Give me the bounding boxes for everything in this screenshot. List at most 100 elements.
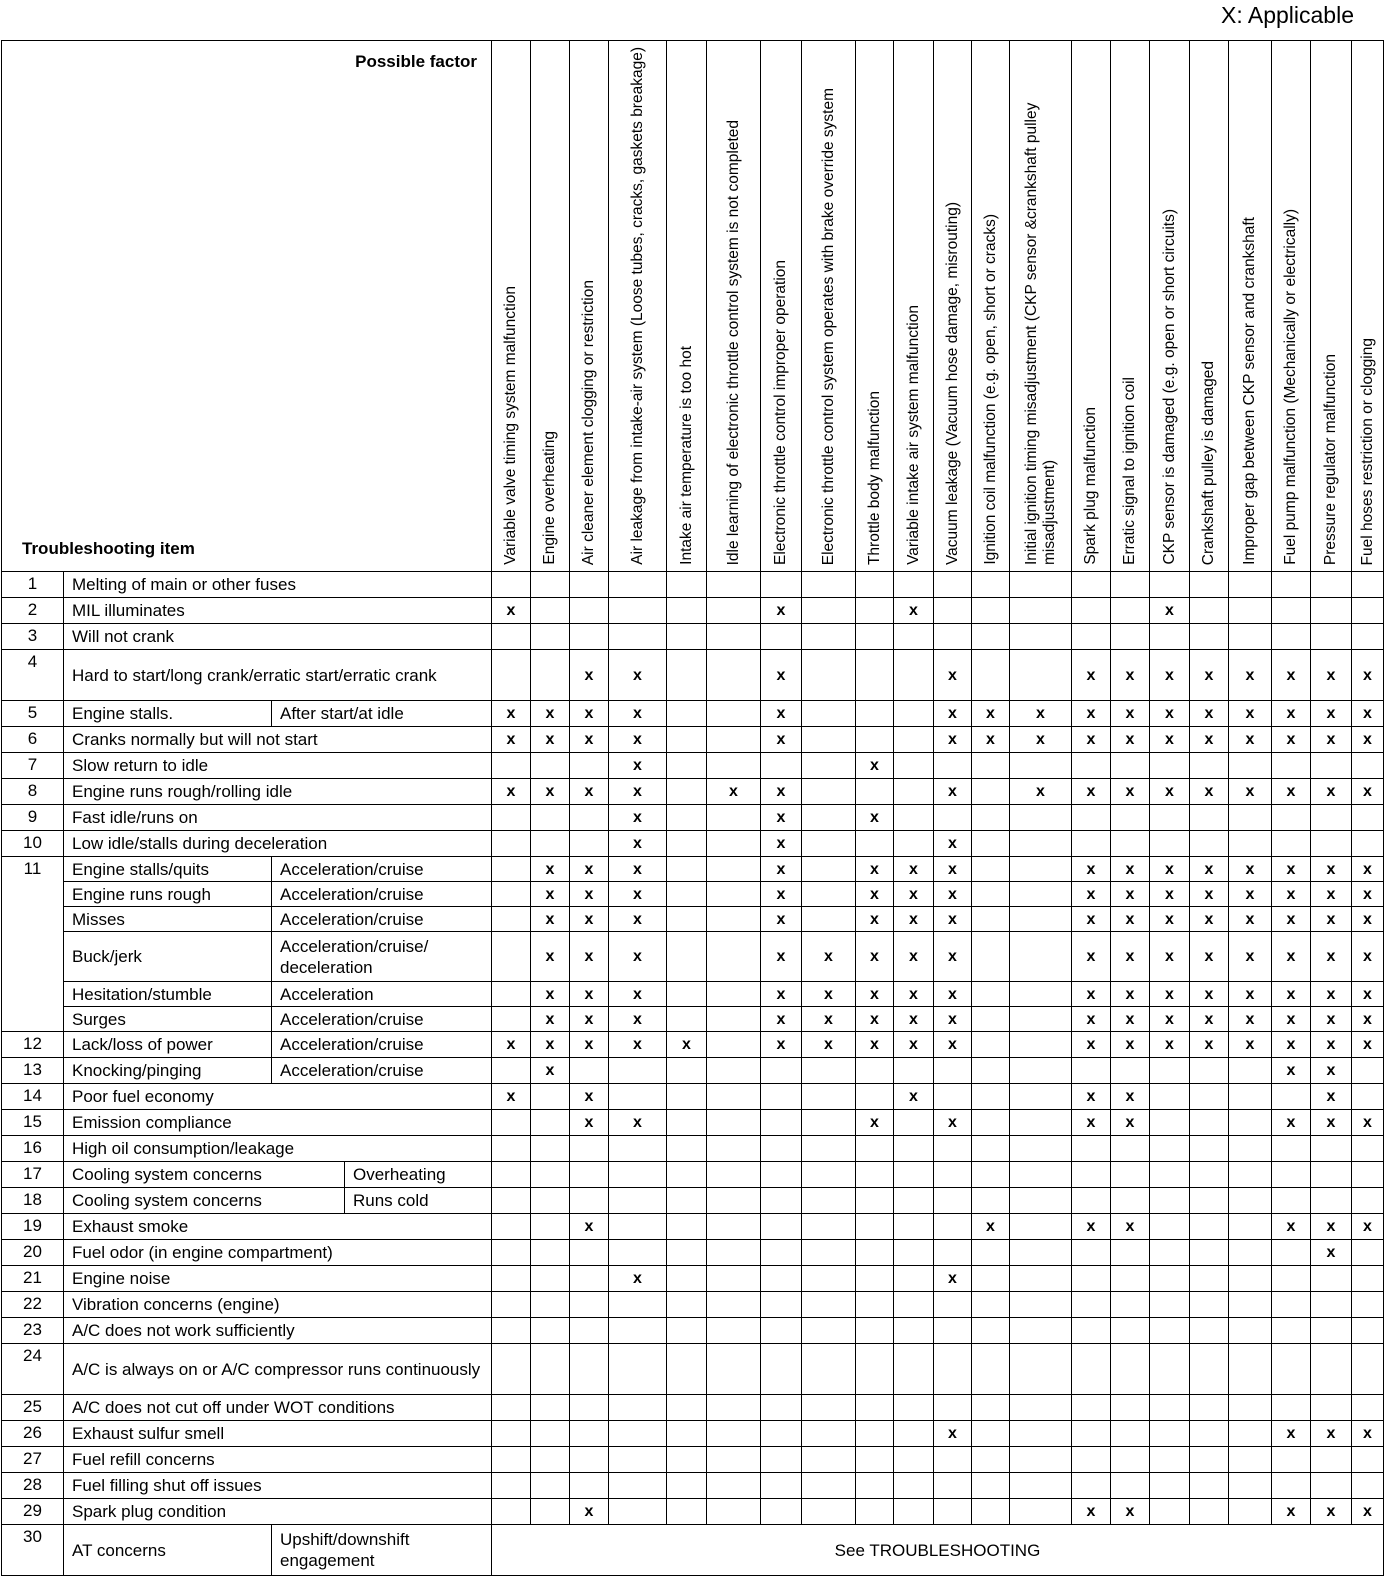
empty-cell — [971, 1109, 1010, 1136]
applicable-mark: x — [1189, 981, 1229, 1007]
empty-cell — [971, 752, 1010, 779]
empty-cell — [801, 726, 856, 753]
factor-label: Ignition coil malfunction (e.g. open, sh… — [981, 214, 999, 565]
empty-cell — [893, 1265, 934, 1292]
item-number: 13 — [1, 1057, 64, 1084]
empty-cell — [1149, 1161, 1190, 1188]
empty-cell — [1189, 1420, 1229, 1447]
empty-cell — [1110, 1420, 1150, 1447]
empty-cell — [608, 1446, 667, 1473]
applicable-mark: x — [933, 700, 972, 727]
applicable-mark: x — [530, 1031, 570, 1058]
item-number: 21 — [1, 1265, 64, 1292]
table-row: 9 Fast idle/runs on x x x — [1, 804, 1384, 831]
empty-cell — [971, 1239, 1010, 1266]
applicable-mark: x — [971, 1213, 1010, 1240]
table-row: 28 Fuel filling shut off issues — [1, 1472, 1384, 1499]
empty-cell — [1110, 1135, 1150, 1162]
applicable-mark: x — [1149, 700, 1190, 727]
factor-label: Fuel hoses restriction or clogging — [1358, 337, 1376, 565]
empty-cell — [855, 700, 894, 727]
empty-cell — [760, 623, 802, 650]
empty-cell — [1149, 1446, 1190, 1473]
empty-cell — [1149, 1187, 1190, 1214]
applicable-mark: x — [893, 1083, 934, 1110]
empty-cell — [1351, 1135, 1384, 1162]
empty-cell — [1351, 1291, 1384, 1318]
applicable-mark: x — [1310, 1083, 1352, 1110]
empty-cell — [893, 804, 934, 831]
empty-cell — [971, 597, 1010, 624]
empty-cell — [1228, 1239, 1272, 1266]
empty-cell — [1149, 1291, 1190, 1318]
applicable-mark: x — [933, 906, 972, 932]
empty-cell — [760, 1394, 802, 1421]
empty-cell — [971, 1161, 1010, 1188]
empty-cell — [1271, 1187, 1311, 1214]
table-row: 23 A/C does not work sufficiently — [1, 1317, 1384, 1344]
applicable-mark: x — [933, 778, 972, 805]
table-row: Buck/jerk Acceleration/cruise/ decelerati… — [2, 931, 1384, 982]
empty-cell — [933, 1317, 972, 1344]
empty-cell — [1271, 1161, 1311, 1188]
empty-cell — [491, 1135, 531, 1162]
applicable-mark: x — [1110, 906, 1150, 932]
empty-cell — [530, 1343, 570, 1395]
empty-cell — [801, 906, 856, 932]
applicable-mark: x — [569, 1498, 609, 1525]
empty-cell — [1009, 881, 1072, 907]
item-condition: Acceleration/cruise — [271, 1031, 492, 1058]
empty-cell — [971, 1291, 1010, 1318]
empty-cell — [608, 1420, 667, 1447]
item-number: 26 — [1, 1420, 64, 1447]
table-row: 25 A/C does not cut off under WOT conditi… — [1, 1394, 1384, 1421]
empty-cell — [666, 1498, 707, 1525]
applicable-mark: x — [1228, 881, 1272, 907]
empty-cell — [893, 700, 934, 727]
applicable-mark: x — [1149, 1031, 1190, 1058]
applicable-mark: x — [1189, 778, 1229, 805]
empty-cell — [1271, 1135, 1311, 1162]
empty-cell — [1310, 752, 1352, 779]
empty-cell — [855, 1394, 894, 1421]
empty-cell — [491, 856, 531, 882]
empty-cell — [530, 1394, 570, 1421]
item-label: Cranks normally but will not start — [63, 726, 492, 753]
see-troubleshooting-note: See TROUBLESHOOTING — [491, 1524, 1384, 1576]
empty-cell — [666, 1057, 707, 1084]
applicable-mark: x — [1189, 931, 1229, 982]
applicable-mark: x — [608, 752, 667, 779]
empty-cell — [1009, 1317, 1072, 1344]
empty-cell — [1149, 1239, 1190, 1266]
applicable-mark: x — [1351, 981, 1384, 1007]
empty-cell — [1271, 1291, 1311, 1318]
empty-cell — [1071, 571, 1111, 598]
empty-cell — [801, 1161, 856, 1188]
factor-header: Ignition coil malfunction (e.g. open, sh… — [971, 40, 1010, 572]
empty-cell — [530, 1135, 570, 1162]
empty-cell — [666, 1472, 707, 1499]
item-condition: Acceleration/cruise — [271, 1057, 492, 1084]
empty-cell — [608, 597, 667, 624]
empty-cell — [933, 1343, 972, 1395]
applicable-mark: x — [569, 1083, 609, 1110]
empty-cell — [893, 1239, 934, 1266]
applicable-mark: x — [1071, 726, 1111, 753]
applicable-mark: x — [1228, 856, 1272, 882]
applicable-mark: x — [569, 981, 609, 1007]
empty-cell — [933, 1213, 972, 1240]
empty-cell — [933, 1394, 972, 1421]
empty-cell — [491, 649, 531, 701]
empty-cell — [666, 1291, 707, 1318]
empty-cell — [1149, 1394, 1190, 1421]
factor-label: Variable intake air system malfunction — [904, 305, 922, 565]
empty-cell — [491, 1006, 531, 1032]
applicable-mark: x — [1228, 906, 1272, 932]
empty-cell — [801, 1135, 856, 1162]
empty-cell — [706, 1317, 761, 1344]
empty-cell — [971, 856, 1010, 882]
empty-cell — [1009, 830, 1072, 857]
empty-cell — [1228, 1161, 1272, 1188]
empty-cell — [569, 1394, 609, 1421]
item-label: MIL illuminates — [63, 597, 492, 624]
